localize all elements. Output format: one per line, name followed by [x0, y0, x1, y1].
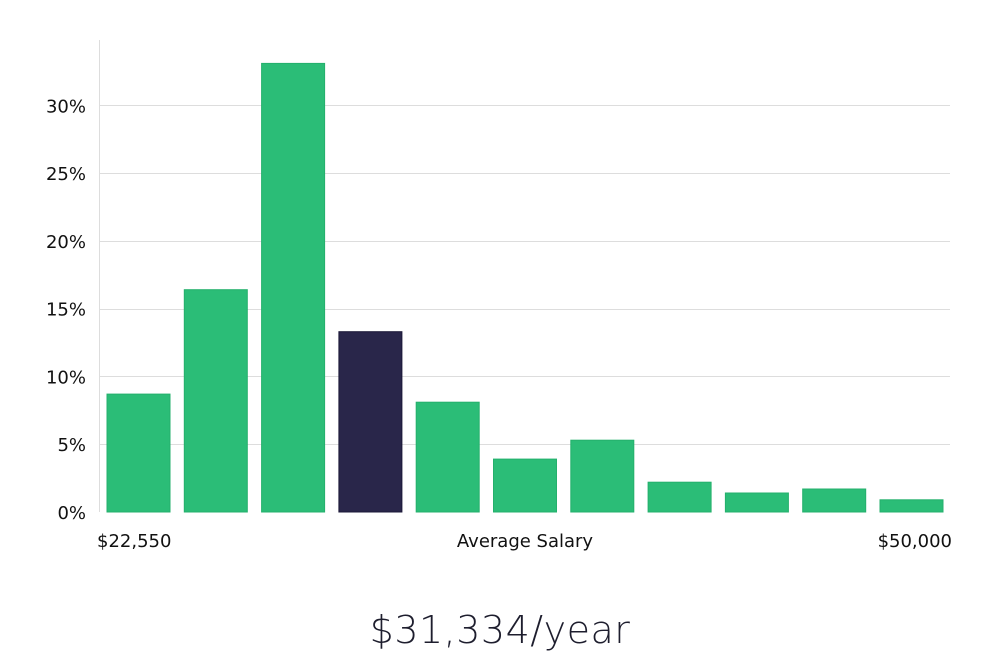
average-salary-value: $31,334/year — [369, 608, 631, 652]
bar — [724, 492, 789, 513]
y-tick-label: 5% — [57, 435, 86, 456]
bar-highlighted — [338, 331, 403, 513]
bar — [183, 289, 248, 513]
y-tick-label: 30% — [46, 96, 86, 117]
x-axis-label: Average Salary — [457, 531, 594, 552]
y-tick-label: 15% — [46, 300, 86, 321]
y-tick-label: 20% — [46, 232, 86, 253]
bar — [106, 393, 171, 513]
bar — [415, 401, 480, 513]
bar — [570, 439, 635, 513]
y-tick-label: 10% — [46, 367, 86, 388]
bars — [106, 62, 944, 513]
y-tick-label: 25% — [46, 164, 86, 185]
bar — [261, 62, 326, 513]
x-min-label: $22,550 — [97, 531, 171, 552]
bar — [802, 488, 867, 513]
bar — [647, 481, 712, 513]
bar — [879, 499, 944, 513]
y-tick-labels: 0% 5% 10% 15% 20% 25% 30% — [46, 96, 86, 524]
bar — [493, 458, 557, 513]
x-max-label: $50,000 — [878, 531, 952, 552]
salary-histogram-chart: 0% 5% 10% 15% 20% 25% 30% $22,550 Average Sala… — [46, 40, 952, 552]
y-tick-label: 0% — [57, 503, 86, 524]
